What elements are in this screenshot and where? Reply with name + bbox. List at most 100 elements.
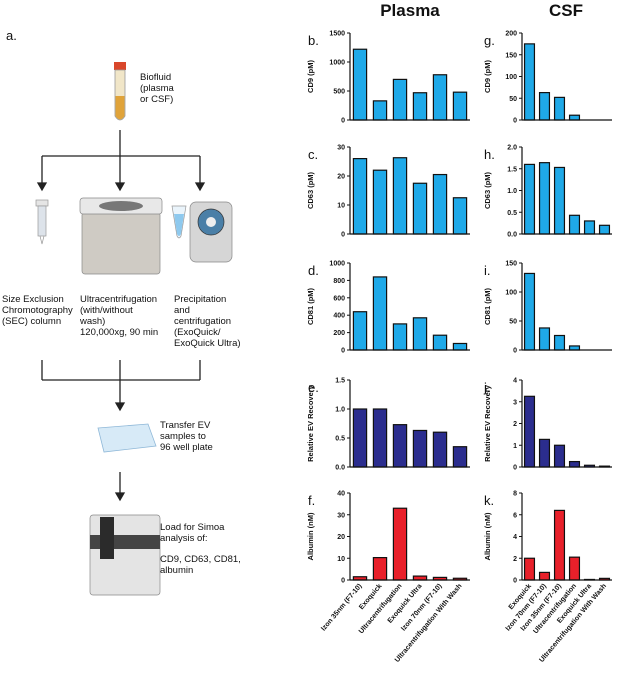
bar [538, 162, 551, 235]
bar [412, 317, 428, 351]
y-tick-label: 0 [341, 232, 345, 239]
sec-text: Size Exclusion [2, 294, 64, 305]
y-tick-label: 0 [341, 578, 345, 585]
y-tick-label: 4 [513, 378, 517, 385]
panel-label: c. [308, 147, 318, 162]
arrowhead [114, 402, 126, 412]
bar [352, 48, 368, 121]
bar [392, 507, 408, 581]
bar [553, 334, 566, 351]
bar [553, 509, 566, 581]
panel-label: h. [484, 147, 495, 162]
y-tick-label: 6 [513, 512, 517, 519]
y-axis-label: Albumin (nM) [483, 512, 492, 560]
bar [372, 408, 388, 468]
y-tick-label: 4 [513, 534, 517, 541]
simoa-door [100, 517, 114, 559]
column-title: Plasma [380, 1, 440, 20]
precip-text: Precipitation [174, 294, 226, 305]
column-title: CSF [549, 1, 583, 20]
transfer-text: Transfer EV [160, 420, 211, 431]
uc-text: Ultracentrifugation [80, 294, 157, 305]
y-tick-label: 1.0 [335, 407, 345, 414]
transfer-text: samples to [160, 431, 206, 442]
tube-fluid [115, 96, 125, 120]
well-plate [97, 423, 157, 453]
bar [523, 43, 536, 121]
bar [568, 556, 581, 581]
bar [538, 571, 551, 581]
y-tick-label: 0 [513, 465, 517, 472]
bar [412, 182, 428, 235]
bar [392, 323, 408, 351]
y-tick-label: 3 [513, 399, 517, 406]
y-tick-label: 0.5 [335, 436, 345, 443]
sec-text: Chromotography [2, 305, 73, 316]
biofluid-text: (plasma [140, 83, 175, 94]
y-tick-label: 150 [505, 52, 517, 59]
panel-label: j. [483, 380, 491, 395]
y-tick-label: 1.5 [507, 166, 517, 173]
y-tick-label: 10 [337, 556, 345, 563]
y-tick-label: 200 [333, 330, 345, 337]
panel-label: d. [308, 263, 319, 278]
load-text: Load for Simoa [160, 522, 225, 533]
bar [412, 92, 428, 121]
bar [352, 311, 368, 351]
bar-chart: c. CD63 (pM) 0 10 20 30 [306, 145, 470, 239]
bar [352, 158, 368, 235]
precip-text: (ExoQuick/ [174, 327, 221, 338]
bar [523, 557, 536, 581]
y-axis-label: CD9 (pM) [306, 60, 315, 93]
y-tick-label: 10 [337, 203, 345, 210]
transfer-text: 96 well plate [160, 442, 213, 453]
bar [523, 272, 536, 351]
y-axis-label: CD81 (pM) [483, 287, 492, 325]
bar-chart: g. CD9 (pM) 0 50 100 150 200 [483, 31, 612, 125]
bar [392, 157, 408, 235]
bar-chart: j.Relative EV Recovery 0 1 2 3 4 [483, 378, 612, 472]
bar [568, 114, 581, 121]
y-tick-label: 0 [513, 118, 517, 125]
bar [372, 100, 388, 121]
y-tick-label: 30 [337, 145, 345, 152]
x-tick-label: Izon 35nm (F7-10) [320, 583, 363, 633]
bar-chart: b. CD9 (pM) 0 500 1000 1500 [306, 31, 470, 125]
y-axis-label: CD63 (pM) [483, 171, 492, 209]
targets-text: CD9, CD63, CD81, [160, 554, 241, 565]
y-tick-label: 50 [509, 319, 517, 326]
y-tick-label: 2 [513, 421, 517, 428]
y-tick-label: 150 [505, 261, 517, 268]
y-tick-label: 500 [333, 89, 345, 96]
bar [538, 327, 551, 351]
y-tick-label: 1000 [329, 261, 345, 268]
bar [523, 163, 536, 235]
bar [392, 424, 408, 468]
y-axis-label: Albumin (nM) [306, 512, 315, 560]
bar [568, 345, 581, 351]
y-tick-label: 0.0 [335, 465, 345, 472]
sec-top [35, 199, 49, 207]
sec-column [37, 205, 47, 237]
bar [372, 169, 388, 235]
workflow-art [35, 62, 233, 596]
y-tick-label: 0 [341, 348, 345, 355]
precip-text: and [174, 305, 190, 316]
y-tick-label: 0 [513, 578, 517, 585]
bar [392, 78, 408, 121]
y-tick-label: 2 [513, 556, 517, 563]
panel-label: g. [484, 33, 495, 48]
y-tick-label: 0.0 [507, 232, 517, 239]
y-axis-label: CD81 (pM) [306, 287, 315, 325]
arrowheads [36, 182, 206, 192]
connector [41, 360, 201, 406]
arrowhead [114, 492, 126, 502]
bar [432, 74, 448, 121]
targets-text: albumin [160, 565, 193, 576]
bar [538, 438, 551, 468]
sec-tip [39, 235, 45, 245]
y-tick-label: 800 [333, 278, 345, 285]
bar [568, 460, 581, 468]
bar [538, 91, 551, 121]
